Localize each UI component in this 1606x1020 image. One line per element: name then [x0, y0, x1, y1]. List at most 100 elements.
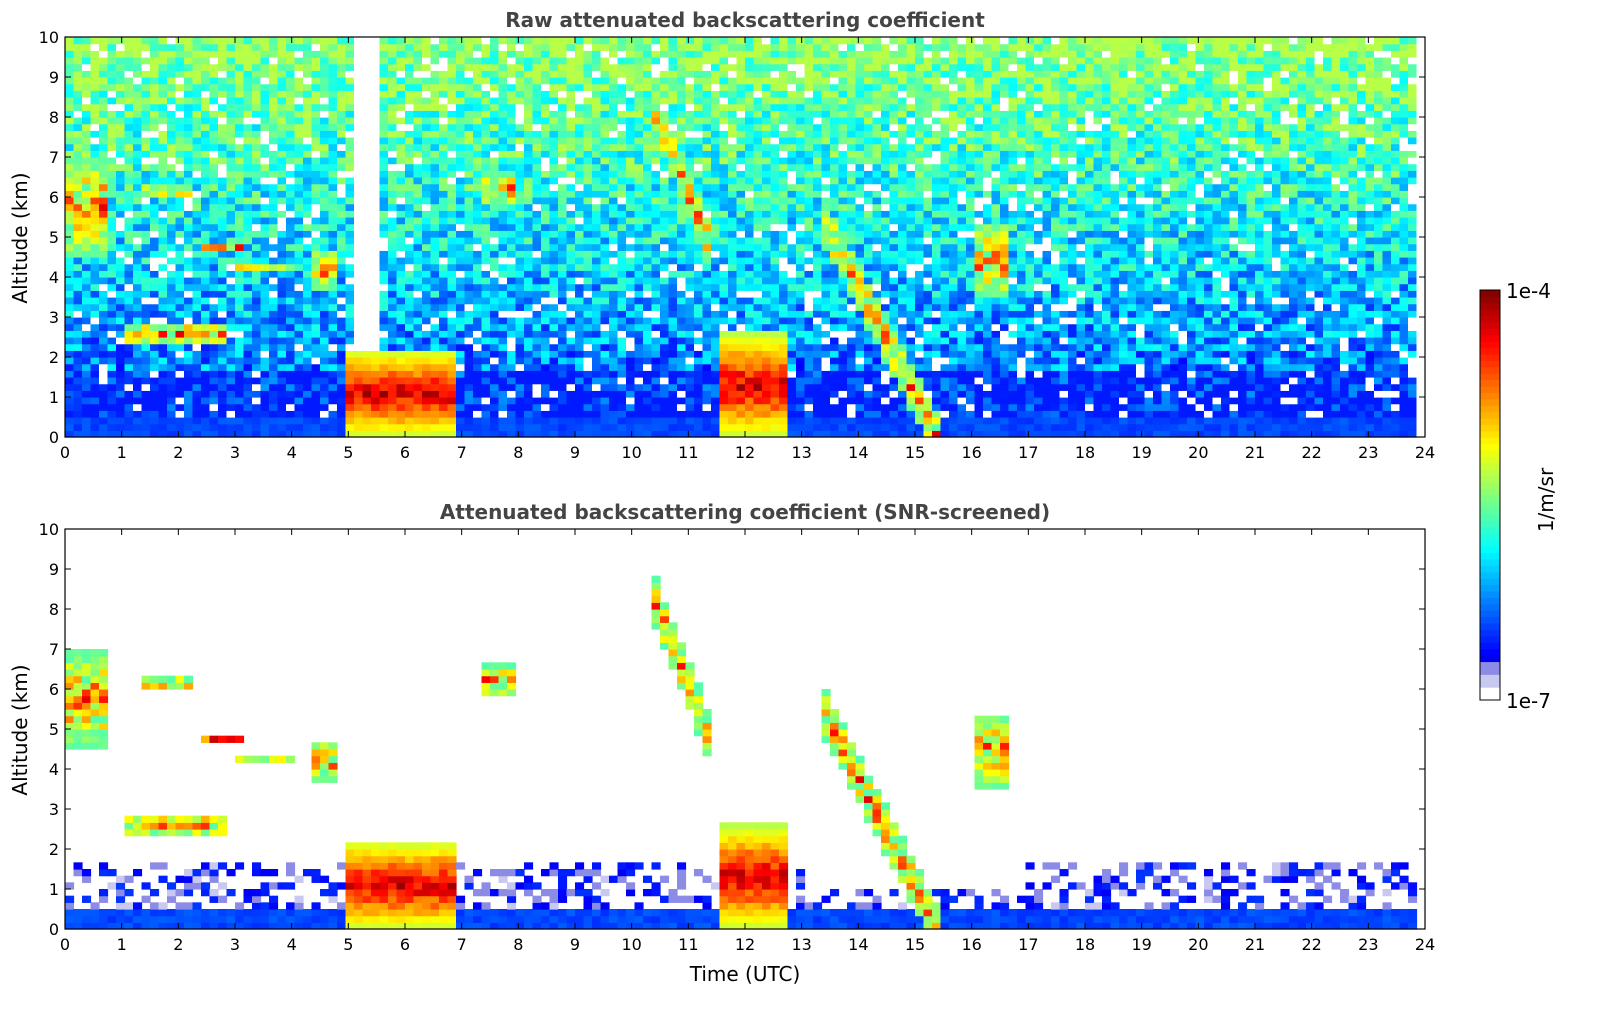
- heatmap-cell: [218, 350, 228, 358]
- heatmap-cell: [643, 197, 653, 205]
- heatmap-cell: [311, 70, 321, 78]
- heatmap-cell: [150, 330, 160, 338]
- heatmap-cell: [235, 143, 245, 151]
- heatmap-cell: [405, 190, 415, 198]
- heatmap-cell: [728, 190, 738, 198]
- heatmap-cell: [371, 37, 381, 45]
- heatmap-cell: [354, 377, 364, 385]
- heatmap-cell: [235, 163, 245, 171]
- heatmap-cell: [719, 143, 729, 151]
- heatmap-cell: [481, 197, 491, 205]
- heatmap-cell: [362, 297, 372, 305]
- heatmap-cell: [745, 350, 755, 358]
- heatmap-cell: [592, 190, 602, 198]
- heatmap-cell: [490, 263, 500, 271]
- heatmap-cell: [694, 337, 704, 345]
- heatmap-cell: [235, 397, 245, 405]
- heatmap-cell: [184, 383, 194, 391]
- heatmap-cell: [456, 70, 466, 78]
- heatmap-cell: [634, 63, 644, 71]
- heatmap-cell: [600, 97, 610, 105]
- heatmap-cell: [634, 217, 644, 225]
- heatmap-cell: [439, 370, 449, 378]
- heatmap-cell: [294, 337, 304, 345]
- heatmap-cell: [90, 143, 100, 151]
- heatmap-cell: [609, 223, 619, 231]
- heatmap-cell: [651, 323, 661, 331]
- heatmap-cell: [184, 110, 194, 118]
- heatmap-cell: [464, 70, 474, 78]
- heatmap-cell: [252, 117, 262, 125]
- heatmap-cell: [422, 410, 432, 418]
- heatmap-cell: [150, 157, 160, 165]
- heatmap-cell: [218, 410, 228, 418]
- heatmap-cell: [371, 257, 381, 265]
- heatmap-cell: [73, 277, 83, 285]
- heatmap-cell: [490, 177, 500, 185]
- heatmap-cell: [515, 283, 525, 291]
- heatmap-cell: [745, 237, 755, 245]
- heatmap-cell: [464, 283, 474, 291]
- heatmap-cell: [626, 77, 636, 85]
- heatmap-cell: [541, 323, 551, 331]
- heatmap-cell: [515, 210, 525, 218]
- heatmap-cell: [702, 230, 712, 238]
- heatmap-cell: [430, 290, 440, 298]
- heatmap-cell: [90, 203, 100, 211]
- heatmap-cell: [711, 57, 721, 65]
- heatmap-cell: [651, 50, 661, 58]
- heatmap-cell: [464, 223, 474, 231]
- heatmap-cell: [566, 123, 576, 131]
- heatmap-cell: [745, 137, 755, 145]
- heatmap-cell: [490, 63, 500, 71]
- heatmap-cell: [490, 203, 500, 211]
- heatmap-cell: [677, 103, 687, 111]
- heatmap-cell: [303, 370, 313, 378]
- heatmap-cell: [677, 137, 687, 145]
- heatmap-cell: [668, 350, 678, 358]
- heatmap-cell: [728, 297, 738, 305]
- heatmap-cell: [337, 163, 347, 171]
- heatmap-cell: [141, 390, 151, 398]
- heatmap-cell: [617, 123, 627, 131]
- heatmap-cell: [583, 237, 593, 245]
- heatmap-cell: [345, 50, 355, 58]
- heatmap-cell: [243, 357, 253, 365]
- heatmap-cell: [388, 117, 398, 125]
- heatmap-cell: [99, 43, 109, 51]
- heatmap-cell: [677, 123, 687, 131]
- heatmap-cell: [490, 423, 500, 431]
- heatmap-cell: [235, 383, 245, 391]
- heatmap-cell: [243, 390, 253, 398]
- heatmap-cell: [532, 330, 542, 338]
- heatmap-cell: [711, 350, 721, 358]
- heatmap-cell: [728, 210, 738, 218]
- heatmap-cell: [736, 330, 746, 338]
- heatmap-cell: [65, 183, 75, 191]
- heatmap-cell: [532, 397, 542, 405]
- heatmap-cell: [651, 170, 661, 178]
- heatmap-cell: [141, 177, 151, 185]
- heatmap-cell: [277, 343, 287, 351]
- heatmap-cell: [116, 50, 126, 58]
- heatmap-cell: [685, 57, 695, 65]
- heatmap-cell: [745, 123, 755, 131]
- heatmap-cell: [116, 203, 126, 211]
- heatmap-cell: [235, 270, 245, 278]
- heatmap-cell: [762, 70, 772, 78]
- heatmap-cell: [260, 77, 270, 85]
- heatmap-cell: [388, 323, 398, 331]
- heatmap-cell: [634, 317, 644, 325]
- heatmap-cell: [362, 403, 372, 411]
- heatmap-cell: [507, 90, 517, 98]
- heatmap-cell: [184, 43, 194, 51]
- heatmap-cell: [575, 63, 585, 71]
- heatmap-cell: [702, 363, 712, 371]
- heatmap-cell: [107, 297, 117, 305]
- heatmap-cell: [150, 383, 160, 391]
- heatmap-cell: [235, 403, 245, 411]
- heatmap-cell: [549, 43, 559, 51]
- heatmap-cell: [209, 403, 219, 411]
- heatmap-cell: [558, 403, 568, 411]
- heatmap-cell: [753, 163, 763, 171]
